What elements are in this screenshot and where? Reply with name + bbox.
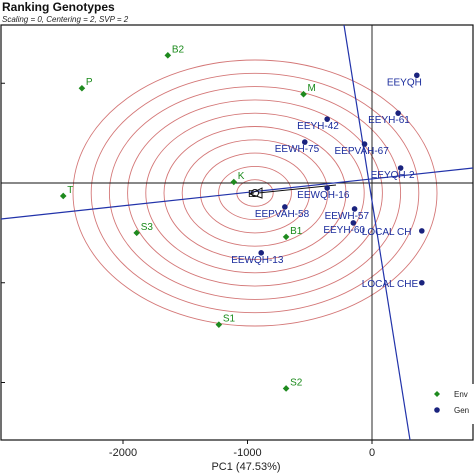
legend-gen-marker bbox=[434, 407, 440, 413]
gen-point bbox=[324, 185, 330, 191]
concentric-circle bbox=[72, 59, 438, 327]
env-point bbox=[78, 84, 86, 92]
concentric-circle bbox=[181, 139, 329, 247]
env-point-label: M bbox=[308, 83, 316, 94]
gen-point-label: EEYQH-2 bbox=[371, 170, 415, 181]
env-point-label: S3 bbox=[141, 222, 154, 233]
env-point bbox=[230, 178, 238, 186]
concentric-circle bbox=[90, 72, 420, 314]
gen-point bbox=[419, 279, 425, 286]
ideal-arrow-line bbox=[257, 184, 337, 194]
gen-point bbox=[351, 206, 358, 212]
chart-legend: Env Gen bbox=[426, 384, 474, 424]
gen-point bbox=[397, 165, 404, 171]
gen-point bbox=[361, 141, 368, 147]
gen-point-label: LOCAL CHE bbox=[362, 279, 419, 290]
gen-point-label: EEWH-75 bbox=[275, 144, 320, 155]
chart-subtitle: Scaling = 0, Centering = 2, SVP = 2 bbox=[2, 15, 129, 24]
env-point-label: P bbox=[86, 77, 93, 88]
gen-point-label: EEWQH-13 bbox=[231, 255, 284, 266]
x-tick-label: -2000 bbox=[109, 447, 137, 459]
concentric-circle bbox=[163, 126, 347, 260]
concentric-circle bbox=[218, 165, 292, 221]
concentric-circle bbox=[108, 86, 402, 300]
env-point-label: S2 bbox=[290, 377, 303, 388]
env-point bbox=[164, 52, 172, 59]
gen-point-label: EEPVAH-58 bbox=[255, 209, 310, 220]
gen-point-label: EEWQH-16 bbox=[297, 190, 350, 201]
gen-point bbox=[324, 116, 330, 122]
gen-point-label: EEYH-61 bbox=[368, 115, 410, 126]
concentric-circle bbox=[199, 152, 311, 234]
x-tick-label: 0 bbox=[369, 447, 375, 459]
gen-point bbox=[350, 220, 357, 226]
gen-point bbox=[301, 139, 308, 145]
env-point bbox=[300, 90, 307, 98]
gen-point bbox=[258, 250, 264, 256]
gen-point-label: EEYQH bbox=[387, 77, 422, 88]
concentric-circle bbox=[127, 99, 383, 287]
average-environment-point bbox=[251, 189, 259, 197]
env-point-label: S1 bbox=[223, 314, 236, 325]
gen-point-label: EEWH-57 bbox=[325, 211, 370, 222]
x-axis-label: PC1 (47.53%) bbox=[211, 461, 280, 473]
legend-background bbox=[426, 384, 474, 424]
concentric-circle bbox=[145, 112, 365, 274]
env-point-label: B1 bbox=[290, 226, 303, 237]
gen-point bbox=[419, 228, 425, 234]
env-point-label: K bbox=[238, 171, 245, 182]
plot-area: E -2000 -1000 0 P B2 M T K S3 B1 S1 S2 EEYQH EEYH-61 EE… bbox=[0, 24, 474, 459]
env-point-label: T bbox=[67, 185, 73, 196]
gen-point-label: EEPVAH-67 bbox=[335, 146, 390, 157]
env-point bbox=[215, 321, 223, 328]
gen-point-label: EEYH-60 bbox=[323, 225, 365, 236]
legend-env-marker bbox=[434, 391, 440, 397]
perpendicular-axis bbox=[343, 24, 411, 441]
gen-point bbox=[414, 72, 420, 79]
average-environment-label: E bbox=[248, 189, 255, 200]
plot-frame bbox=[0, 24, 474, 441]
chart-title: Ranking Genotypes bbox=[2, 0, 115, 14]
gen-point-label: LOCAL CH bbox=[362, 227, 412, 238]
gen-point bbox=[395, 110, 401, 116]
average-environment-axis bbox=[0, 167, 474, 220]
x-tick-label: -1000 bbox=[233, 447, 261, 459]
env-point bbox=[282, 385, 290, 392]
legend-env-label: Env bbox=[454, 390, 468, 399]
env-point-label: B2 bbox=[172, 44, 185, 55]
gen-point-label: EEYH-42 bbox=[297, 121, 339, 132]
env-point bbox=[282, 233, 290, 241]
env-point bbox=[133, 229, 140, 237]
env-point bbox=[59, 192, 67, 200]
legend-gen-label: Gen bbox=[454, 406, 469, 415]
gen-point bbox=[282, 204, 288, 210]
